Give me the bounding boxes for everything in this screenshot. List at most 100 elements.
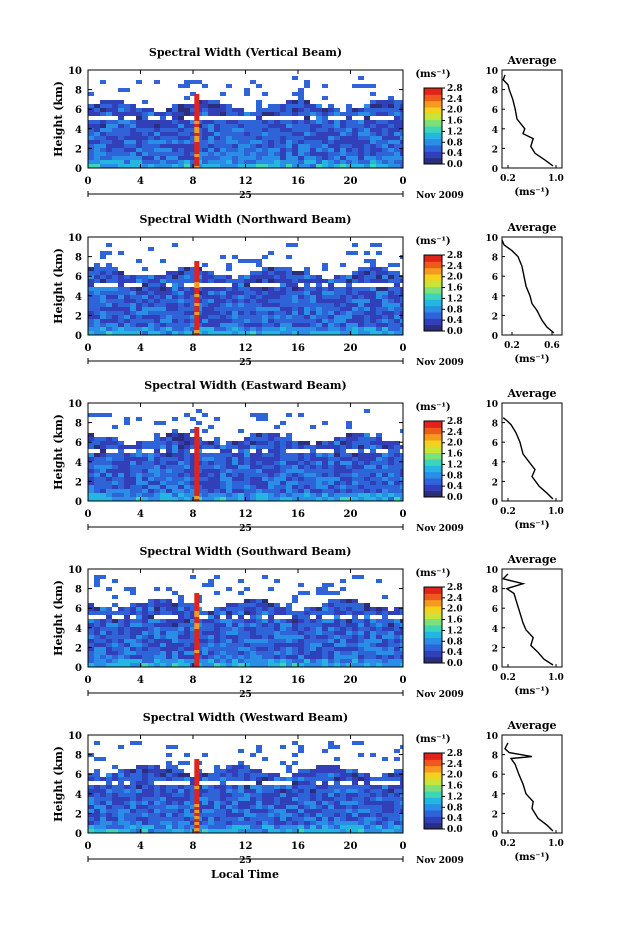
- heat-cell: [256, 128, 262, 132]
- heat-cell: [124, 623, 130, 627]
- heat-cell: [388, 120, 394, 124]
- colorbar-tick-label: 0.0: [447, 160, 463, 170]
- heat-cell: [388, 307, 394, 311]
- date-label: Nov 2009: [416, 191, 464, 201]
- heat-cell: [328, 741, 334, 745]
- avg-y-tick-label: 10: [485, 400, 498, 410]
- heat-cell: [208, 497, 214, 501]
- heat-cell: [256, 817, 262, 821]
- heat-cell: [328, 765, 334, 769]
- heat-cell: [226, 663, 232, 667]
- heat-cell: [118, 275, 124, 279]
- heat-cell: [208, 627, 214, 631]
- heat-cell: [322, 643, 328, 647]
- heat-cell: [280, 104, 286, 108]
- heat-cell: [124, 607, 130, 611]
- heat-cell: [166, 164, 172, 168]
- heat-cell: [100, 323, 106, 327]
- heat-cell: [208, 461, 214, 465]
- heat-cell: [388, 156, 394, 160]
- heat-cell: [160, 307, 166, 311]
- heat-cell: [286, 655, 292, 659]
- heat-cell: [346, 623, 352, 627]
- heat-cell: [286, 315, 292, 319]
- heat-cell: [244, 148, 250, 152]
- heat-cell: [88, 627, 94, 631]
- heat-cell: [118, 283, 124, 287]
- heat-cell: [334, 485, 340, 489]
- y-tick-label: 0: [75, 164, 82, 175]
- heat-cell: [262, 140, 268, 144]
- heat-cell: [364, 647, 370, 651]
- heat-cell: [172, 777, 178, 781]
- heat-cell: [208, 112, 214, 116]
- heat-cell: [358, 319, 364, 323]
- heat-cell: [250, 809, 256, 813]
- heat-cell: [364, 116, 370, 120]
- heat-cell: [400, 793, 403, 797]
- heat-cell: [346, 481, 352, 485]
- heat-cell: [304, 651, 310, 655]
- heat-cell: [142, 805, 148, 809]
- heat-cell: [112, 327, 118, 331]
- heat-cell: [292, 663, 298, 667]
- y-tick-label: 4: [75, 292, 82, 303]
- heat-cell: [262, 631, 268, 635]
- heat-cell: [226, 655, 232, 659]
- heat-cell: [370, 128, 376, 132]
- heat-cell: [124, 275, 130, 279]
- heat-cell: [256, 623, 262, 627]
- heat-cell: [88, 441, 94, 445]
- heat-cell: [142, 781, 148, 785]
- heat-cell: [160, 809, 166, 813]
- colorbar-swatch: [424, 765, 442, 773]
- heat-cell: [268, 271, 274, 275]
- panel-title: Spectral Width (Eastward Beam): [144, 379, 346, 392]
- avg-y-tick-label: 10: [485, 67, 498, 77]
- heat-cell: [322, 639, 328, 643]
- heat-cell: [328, 152, 334, 156]
- heat-cell: [292, 271, 298, 275]
- heat-cell: [322, 801, 328, 805]
- heat-cell: [232, 287, 238, 291]
- heat-cell: [226, 789, 232, 793]
- heat-cell: [280, 323, 286, 327]
- heat-cell: [298, 291, 304, 295]
- heat-cell: [194, 608, 200, 611]
- heat-cell: [172, 643, 178, 647]
- heat-cell: [148, 797, 154, 801]
- heat-cell: [394, 263, 400, 267]
- heat-cell: [94, 144, 100, 148]
- colorbar-swatch: [424, 157, 442, 165]
- heat-cell: [172, 469, 178, 473]
- heat-cell: [100, 295, 106, 299]
- heat-cell: [148, 164, 154, 168]
- heat-cell: [382, 757, 388, 761]
- heat-cell: [238, 449, 244, 453]
- heat-cell: [208, 164, 214, 168]
- y-tick-label: 10: [68, 233, 82, 244]
- heat-cell: [194, 768, 200, 771]
- heat-cell: [382, 777, 388, 781]
- heat-cell: [286, 243, 292, 247]
- heat-cell: [376, 303, 382, 307]
- x-tick-label: 16: [291, 343, 305, 354]
- heat-cell: [194, 478, 200, 481]
- heat-cell: [220, 295, 226, 299]
- heat-cell: [346, 607, 352, 611]
- heat-cell: [316, 809, 322, 813]
- heat-cell: [160, 303, 166, 307]
- heat-cell: [214, 148, 220, 152]
- colorbar-tick-label: 0.4: [447, 149, 463, 159]
- heat-cell: [400, 303, 403, 307]
- heat-cell: [202, 777, 208, 781]
- heat-cell: [154, 449, 160, 453]
- heat-cell: [190, 785, 196, 789]
- heat-cell: [106, 112, 112, 116]
- heat-cell: [194, 629, 200, 632]
- heat-cell: [202, 801, 208, 805]
- heat-cell: [370, 160, 376, 164]
- heat-cell: [88, 611, 94, 615]
- heat-cell: [304, 647, 310, 651]
- heat-cell: [130, 485, 136, 489]
